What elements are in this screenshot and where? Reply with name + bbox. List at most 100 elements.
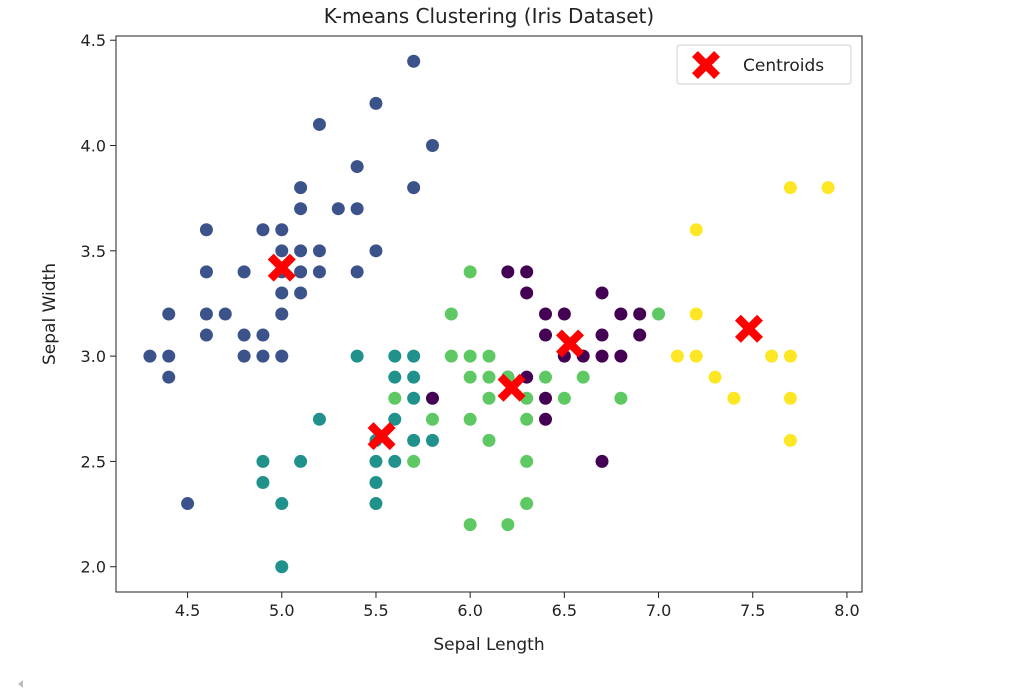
x-tick-label: 6.5 bbox=[552, 601, 577, 620]
data-point-cluster-1 bbox=[350, 202, 364, 216]
data-point-cluster-1 bbox=[162, 370, 176, 384]
centroid-markers bbox=[267, 253, 763, 451]
data-point-cluster-2 bbox=[388, 454, 402, 468]
data-point-cluster-1 bbox=[237, 265, 251, 279]
data-point-cluster-1 bbox=[294, 244, 308, 258]
data-point-cluster-4 bbox=[670, 349, 684, 363]
data-point-cluster-3 bbox=[463, 412, 477, 426]
data-point-cluster-1 bbox=[350, 160, 364, 174]
data-point-cluster-3 bbox=[388, 391, 402, 405]
data-point-cluster-1 bbox=[350, 265, 364, 279]
y-axis: 2.0 2.5 3.0 3.5 4.0 4.5 bbox=[81, 31, 116, 577]
data-point-cluster-3 bbox=[482, 349, 496, 363]
data-point-cluster-0 bbox=[595, 349, 609, 363]
data-point-cluster-4 bbox=[783, 349, 797, 363]
data-point-cluster-2 bbox=[369, 497, 383, 511]
data-point-cluster-3 bbox=[463, 349, 477, 363]
data-point-cluster-0 bbox=[595, 286, 609, 300]
data-point-cluster-2 bbox=[350, 349, 364, 363]
data-point-cluster-4 bbox=[783, 391, 797, 405]
data-point-cluster-3 bbox=[444, 349, 458, 363]
data-point-cluster-0 bbox=[501, 265, 515, 279]
scroll-left-icon[interactable] bbox=[18, 680, 23, 688]
data-point-cluster-4 bbox=[727, 391, 741, 405]
data-point-cluster-2 bbox=[256, 475, 270, 489]
data-point-cluster-4 bbox=[765, 349, 779, 363]
legend-centroid-x bbox=[692, 51, 720, 79]
y-tick-label: 4.0 bbox=[81, 137, 106, 156]
data-point-cluster-3 bbox=[444, 307, 458, 321]
centroid-marker bbox=[734, 314, 763, 343]
x-tick-label: 7.0 bbox=[646, 601, 671, 620]
data-point-cluster-2 bbox=[369, 475, 383, 489]
data-point-cluster-3 bbox=[482, 370, 496, 384]
data-point-cluster-1 bbox=[294, 202, 308, 216]
data-point-cluster-3 bbox=[652, 307, 666, 321]
data-point-cluster-2 bbox=[388, 370, 402, 384]
data-point-cluster-1 bbox=[312, 117, 326, 131]
data-point-cluster-3 bbox=[463, 265, 477, 279]
data-point-cluster-1 bbox=[275, 244, 289, 258]
data-point-cluster-4 bbox=[708, 370, 722, 384]
data-point-cluster-3 bbox=[520, 454, 534, 468]
data-point-cluster-1 bbox=[256, 328, 270, 342]
data-point-cluster-1 bbox=[237, 349, 251, 363]
chart-title: K-means Clustering (Iris Dataset) bbox=[324, 4, 654, 28]
x-tick-label: 6.0 bbox=[457, 601, 482, 620]
data-point-cluster-1 bbox=[181, 497, 195, 511]
data-point-cluster-1 bbox=[407, 181, 421, 195]
data-point-cluster-1 bbox=[199, 265, 213, 279]
data-point-cluster-0 bbox=[520, 265, 534, 279]
data-point-cluster-3 bbox=[463, 370, 477, 384]
data-point-cluster-3 bbox=[520, 497, 534, 511]
data-point-cluster-4 bbox=[689, 307, 703, 321]
data-point-cluster-0 bbox=[614, 307, 628, 321]
data-point-cluster-1 bbox=[199, 328, 213, 342]
data-point-cluster-3 bbox=[557, 391, 571, 405]
data-point-cluster-0 bbox=[539, 307, 553, 321]
data-point-cluster-2 bbox=[275, 560, 289, 574]
data-point-cluster-3 bbox=[463, 518, 477, 532]
data-point-cluster-3 bbox=[520, 412, 534, 426]
data-point-cluster-2 bbox=[275, 497, 289, 511]
data-point-cluster-0 bbox=[539, 328, 553, 342]
data-point-cluster-0 bbox=[595, 328, 609, 342]
legend-box bbox=[676, 44, 852, 85]
centroid-marker bbox=[267, 253, 296, 282]
data-point-cluster-3 bbox=[614, 391, 628, 405]
data-point-cluster-0 bbox=[614, 349, 628, 363]
y-tick-label: 3.5 bbox=[81, 242, 106, 261]
data-point-cluster-1 bbox=[256, 349, 270, 363]
data-point-cluster-4 bbox=[821, 181, 835, 195]
data-point-cluster-3 bbox=[425, 412, 439, 426]
data-point-cluster-3 bbox=[501, 518, 515, 532]
x-tick-label: 5.0 bbox=[269, 601, 294, 620]
legend: Centroids bbox=[676, 44, 852, 85]
data-point-cluster-0 bbox=[557, 307, 571, 321]
data-point-cluster-2 bbox=[407, 370, 421, 384]
data-point-cluster-2 bbox=[312, 412, 326, 426]
data-point-cluster-1 bbox=[407, 54, 421, 68]
data-point-cluster-3 bbox=[482, 433, 496, 447]
data-point-cluster-1 bbox=[256, 223, 270, 237]
data-point-cluster-2 bbox=[256, 454, 270, 468]
data-point-cluster-4 bbox=[689, 349, 703, 363]
data-point-cluster-4 bbox=[783, 181, 797, 195]
data-point-cluster-2 bbox=[425, 433, 439, 447]
data-point-cluster-1 bbox=[369, 96, 383, 110]
data-point-cluster-2 bbox=[388, 349, 402, 363]
data-point-cluster-1 bbox=[237, 328, 251, 342]
data-point-cluster-1 bbox=[331, 202, 345, 216]
data-point-cluster-1 bbox=[218, 307, 232, 321]
x-tick-label: 7.5 bbox=[740, 601, 765, 620]
y-tick-label: 4.5 bbox=[81, 31, 106, 50]
data-point-cluster-3 bbox=[482, 391, 496, 405]
data-point-cluster-0 bbox=[595, 454, 609, 468]
plot-frame bbox=[115, 35, 863, 593]
data-point-cluster-2 bbox=[407, 433, 421, 447]
data-point-cluster-0 bbox=[539, 391, 553, 405]
data-point-cluster-1 bbox=[294, 265, 308, 279]
data-points bbox=[143, 54, 835, 574]
x-tick-label: 5.5 bbox=[363, 601, 388, 620]
